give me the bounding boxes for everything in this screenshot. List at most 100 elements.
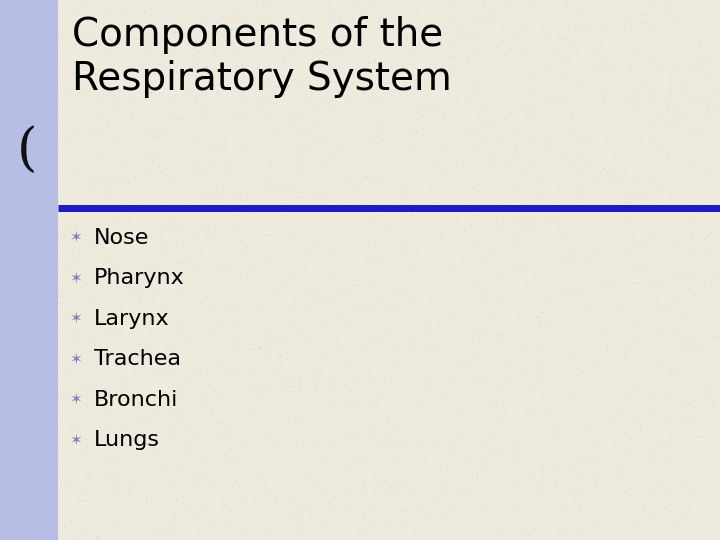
Point — [222, 167, 233, 176]
Point — [486, 501, 498, 510]
Point — [585, 138, 596, 147]
Point — [271, 457, 283, 465]
Point — [85, 130, 96, 139]
Point — [175, 322, 186, 331]
Point — [644, 491, 656, 500]
Point — [499, 69, 510, 78]
Point — [541, 370, 553, 379]
Point — [398, 213, 410, 221]
Point — [397, 35, 408, 43]
Point — [0, 265, 10, 273]
Point — [444, 16, 456, 24]
Point — [14, 201, 26, 210]
Point — [179, 112, 190, 120]
Point — [357, 1, 369, 9]
Point — [42, 275, 54, 284]
Point — [504, 350, 516, 359]
Point — [428, 121, 439, 130]
Point — [250, 494, 261, 503]
Point — [134, 363, 145, 372]
Point — [489, 157, 500, 165]
Point — [379, 151, 390, 159]
Point — [3, 238, 14, 247]
Point — [394, 421, 405, 430]
Point — [401, 407, 413, 415]
Point — [125, 64, 136, 72]
Point — [456, 357, 467, 366]
Point — [132, 0, 144, 8]
Point — [255, 534, 266, 540]
Point — [459, 325, 471, 333]
Point — [228, 372, 240, 380]
Point — [488, 430, 500, 439]
Point — [556, 16, 567, 25]
Point — [76, 191, 87, 200]
Point — [691, 508, 703, 516]
Point — [228, 205, 240, 214]
Point — [613, 40, 625, 49]
Point — [230, 206, 241, 215]
Point — [67, 259, 78, 267]
Point — [330, 401, 341, 410]
Point — [624, 10, 635, 18]
Point — [250, 522, 261, 530]
Point — [228, 372, 239, 381]
Point — [23, 177, 35, 185]
Point — [246, 387, 257, 396]
Point — [490, 73, 501, 82]
Point — [241, 234, 253, 243]
Point — [456, 126, 468, 135]
Point — [87, 140, 99, 149]
Point — [387, 283, 399, 292]
Point — [128, 362, 140, 370]
Point — [685, 275, 696, 284]
Point — [672, 207, 683, 215]
Point — [703, 103, 715, 112]
Point — [264, 187, 275, 196]
Point — [424, 235, 436, 244]
Point — [432, 240, 444, 248]
Point — [132, 394, 143, 402]
Point — [37, 225, 48, 234]
Point — [189, 37, 201, 45]
Point — [618, 0, 630, 8]
Point — [17, 261, 28, 270]
Point — [396, 291, 408, 299]
Point — [350, 449, 361, 458]
Point — [232, 207, 243, 216]
Point — [666, 327, 678, 335]
Point — [594, 280, 606, 288]
Point — [631, 366, 642, 375]
Point — [219, 430, 230, 438]
Point — [125, 523, 136, 531]
Point — [238, 96, 249, 104]
Point — [580, 470, 592, 479]
Point — [212, 463, 223, 471]
Point — [599, 164, 611, 173]
Point — [0, 27, 11, 36]
Point — [620, 495, 631, 503]
Point — [179, 119, 191, 128]
Point — [365, 409, 377, 418]
Point — [40, 301, 52, 309]
Point — [575, 355, 586, 363]
Point — [292, 528, 303, 536]
Point — [487, 513, 498, 522]
Point — [463, 73, 474, 82]
Point — [649, 490, 660, 498]
Point — [654, 306, 666, 314]
Point — [634, 47, 646, 56]
Point — [204, 97, 215, 105]
Point — [674, 309, 685, 318]
Point — [555, 461, 567, 470]
Point — [181, 516, 192, 524]
Point — [680, 525, 691, 534]
Point — [451, 430, 463, 439]
Point — [266, 25, 278, 33]
Point — [91, 362, 102, 370]
Point — [362, 301, 374, 310]
Point — [585, 151, 596, 159]
Point — [640, 350, 652, 359]
Point — [638, 297, 649, 306]
Point — [134, 197, 145, 205]
